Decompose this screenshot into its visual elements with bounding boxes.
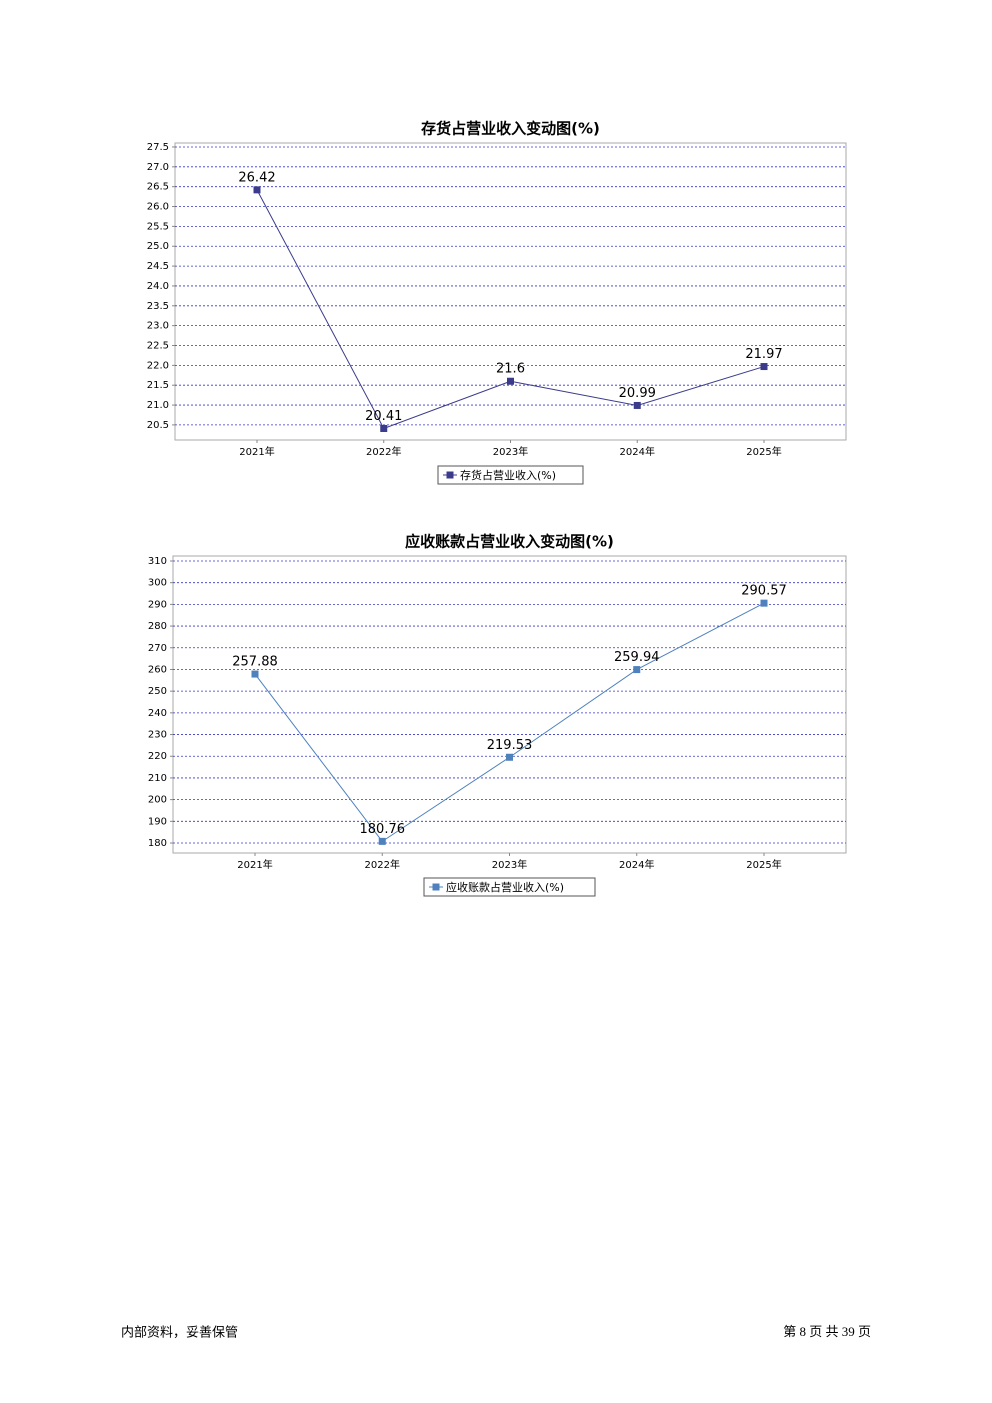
data-label: 26.42 bbox=[238, 170, 275, 185]
y-tick-label: 280 bbox=[148, 621, 167, 632]
legend-marker bbox=[446, 471, 454, 479]
x-tick-label: 2024年 bbox=[619, 858, 654, 871]
data-label: 219.53 bbox=[487, 738, 533, 753]
y-tick-label: 180 bbox=[148, 838, 167, 849]
legend-label: 应收账款占营业收入(%) bbox=[446, 880, 564, 894]
point bbox=[760, 599, 768, 607]
y-tick-label: 21.5 bbox=[147, 380, 169, 391]
data-label: 20.99 bbox=[619, 386, 656, 401]
point bbox=[507, 377, 514, 385]
y-tick-label: 200 bbox=[148, 795, 167, 806]
plot-area bbox=[174, 142, 847, 441]
data-label: 21.97 bbox=[745, 347, 782, 362]
x-tick-label: 2023年 bbox=[492, 858, 527, 871]
y-tick-label: 21.0 bbox=[147, 400, 169, 411]
data-label: 257.88 bbox=[232, 655, 278, 670]
data-label: 290.57 bbox=[741, 584, 787, 599]
point bbox=[633, 401, 641, 409]
x-tick-label: 2025年 bbox=[746, 858, 781, 871]
y-tick-label: 23.5 bbox=[147, 301, 169, 312]
footer-page: 第 8 页 共 39 页 bbox=[783, 1324, 871, 1339]
y-tick-label: 23.0 bbox=[147, 321, 169, 332]
y-tick-label: 24.0 bbox=[147, 281, 169, 292]
plot-area bbox=[172, 555, 847, 854]
point bbox=[380, 424, 388, 432]
y-tick-label: 27.5 bbox=[147, 142, 169, 153]
legend-box bbox=[423, 877, 596, 897]
footer-note: 内部资料，妥善保管 bbox=[121, 1325, 238, 1341]
y-tick-label: 20.5 bbox=[147, 420, 169, 431]
data-label: 20.41 bbox=[365, 409, 402, 424]
point bbox=[633, 666, 641, 674]
legend-box bbox=[437, 465, 584, 485]
y-tick-label: 210 bbox=[148, 773, 167, 784]
y-tick-label: 220 bbox=[148, 751, 167, 762]
x-tick-label: 2023年 bbox=[493, 445, 528, 458]
chart-title: 应收账款占营业收入变动图(%) bbox=[405, 533, 614, 551]
y-tick-label: 190 bbox=[148, 816, 167, 827]
y-tick-label: 270 bbox=[148, 643, 167, 654]
point bbox=[506, 753, 513, 761]
x-tick-label: 2021年 bbox=[237, 858, 272, 871]
y-tick-label: 25.0 bbox=[147, 241, 169, 252]
data-label: 259.94 bbox=[614, 650, 660, 665]
x-tick-label: 2022年 bbox=[365, 858, 400, 871]
y-tick-label: 290 bbox=[148, 599, 167, 610]
x-tick-label: 2024年 bbox=[620, 445, 655, 458]
y-tick-label: 24.5 bbox=[147, 261, 169, 272]
y-tick-label: 250 bbox=[148, 686, 167, 697]
y-tick-label: 25.5 bbox=[147, 221, 169, 232]
point bbox=[760, 363, 768, 371]
y-tick-label: 22.5 bbox=[147, 341, 169, 352]
y-tick-label: 310 bbox=[148, 556, 167, 567]
y-tick-label: 27.0 bbox=[147, 162, 169, 173]
legend-label: 存货占营业收入(%) bbox=[460, 468, 556, 482]
y-tick-label: 26.5 bbox=[147, 182, 169, 193]
x-tick-label: 2025年 bbox=[746, 445, 781, 458]
x-tick-label: 2022年 bbox=[366, 445, 401, 458]
y-tick-label: 240 bbox=[148, 708, 167, 719]
y-tick-label: 300 bbox=[148, 578, 167, 589]
data-label: 180.76 bbox=[360, 822, 406, 837]
y-tick-label: 22.0 bbox=[147, 360, 169, 371]
x-tick-label: 2021年 bbox=[239, 445, 274, 458]
y-tick-label: 230 bbox=[148, 730, 167, 741]
point bbox=[251, 670, 259, 678]
point bbox=[378, 837, 386, 845]
legend-marker bbox=[432, 883, 440, 891]
point bbox=[253, 186, 261, 194]
y-tick-label: 260 bbox=[148, 664, 167, 675]
data-label: 21.6 bbox=[496, 362, 525, 377]
y-tick-label: 26.0 bbox=[147, 202, 169, 213]
chart-title: 存货占营业收入变动图(%) bbox=[421, 120, 600, 138]
